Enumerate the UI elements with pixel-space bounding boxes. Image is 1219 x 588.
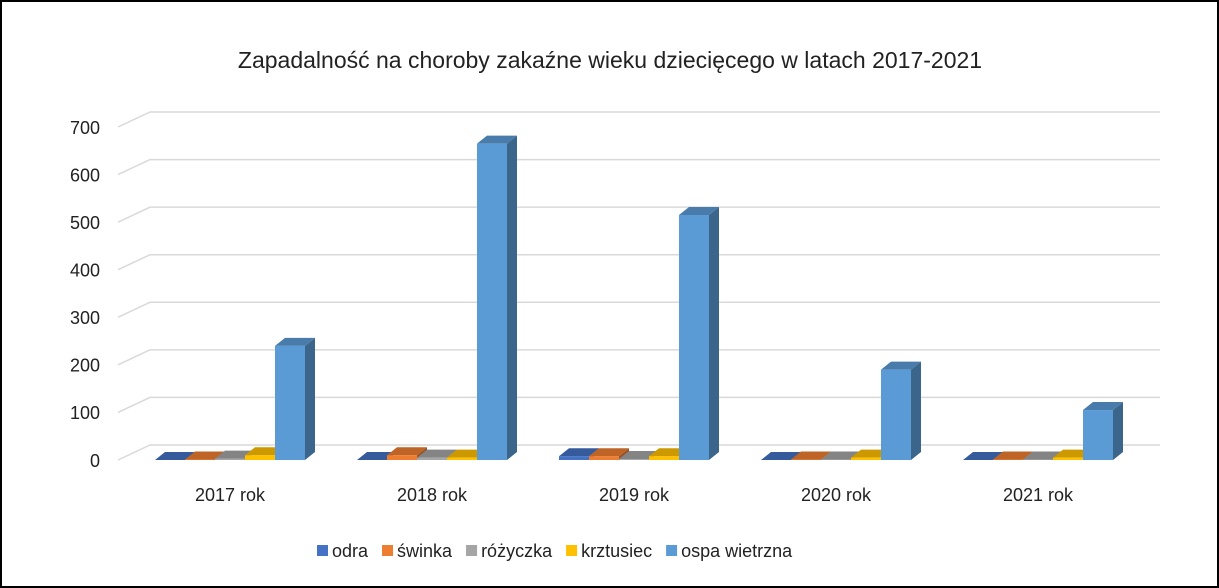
bar	[679, 215, 709, 460]
bar	[559, 456, 589, 460]
x-tick-label: 2020 rok	[801, 485, 872, 505]
legend-label: krztusiec	[581, 541, 652, 561]
bar-top	[275, 337, 315, 346]
bar	[275, 345, 305, 460]
legend-swatch	[382, 545, 394, 556]
y-tick-label: 500	[70, 213, 100, 233]
bar-top	[821, 451, 861, 460]
bar-top	[993, 451, 1033, 460]
bar-top	[155, 452, 195, 460]
x-tick-label: 2018 rok	[397, 485, 468, 505]
bar	[477, 143, 507, 460]
bar	[387, 455, 417, 460]
bar	[851, 457, 881, 460]
y-tick-label: 100	[70, 403, 100, 423]
bar	[245, 455, 275, 460]
bar	[649, 456, 679, 460]
bar-top	[1023, 451, 1063, 460]
bar-top	[589, 448, 629, 457]
y-tick-label: 700	[70, 118, 100, 138]
bar-top	[761, 452, 801, 460]
bar-top	[881, 361, 921, 370]
bar	[589, 456, 619, 460]
bar	[881, 369, 911, 460]
x-tick-label: 2017 rok	[195, 485, 266, 505]
legend-swatch	[666, 545, 678, 556]
bar	[1053, 457, 1083, 460]
bar	[417, 457, 447, 460]
bar-top	[559, 448, 599, 457]
grid-line	[117, 206, 1160, 223]
bar	[215, 458, 245, 460]
chart-title: Zapadalność na choroby zakaźne wieku dzi…	[238, 47, 982, 73]
bar-top	[477, 135, 517, 144]
legend-label: ospa wietrzna	[681, 541, 793, 561]
y-tick-label: 0	[90, 451, 100, 471]
y-tick-label: 400	[70, 260, 100, 280]
bar-top	[417, 449, 457, 458]
legend-swatch	[566, 545, 578, 556]
bar-top	[387, 447, 427, 456]
legend-label: różyczka	[481, 541, 553, 561]
bar-side	[911, 361, 921, 460]
grid-line	[117, 349, 1160, 366]
grid-line	[117, 253, 1160, 271]
bar-top	[963, 452, 1003, 460]
grid-line	[117, 444, 1160, 461]
bar-side	[305, 337, 315, 460]
bar-top	[679, 207, 719, 216]
x-tick-label: 2021 rok	[1003, 485, 1074, 505]
bar-side	[1113, 402, 1123, 460]
bar-side	[709, 207, 719, 460]
grid-line	[117, 301, 1160, 318]
bar	[1083, 410, 1113, 460]
legend-swatch	[466, 545, 478, 556]
grid-line	[117, 158, 1160, 176]
grid-line	[117, 111, 1160, 128]
grid-line	[117, 396, 1160, 414]
bar	[619, 459, 649, 460]
bar-top	[185, 451, 225, 460]
x-tick-label: 2019 rok	[599, 485, 670, 505]
legend-swatch	[317, 545, 328, 556]
bar-top	[791, 451, 831, 460]
bar-top	[1083, 402, 1123, 411]
y-tick-label: 300	[70, 308, 100, 328]
bar	[447, 457, 477, 460]
y-tick-label: 600	[70, 165, 100, 185]
legend-label: świnka	[397, 541, 453, 561]
y-tick-label: 200	[70, 356, 100, 376]
legend-label: odra	[332, 541, 369, 561]
bar-side	[507, 135, 517, 460]
